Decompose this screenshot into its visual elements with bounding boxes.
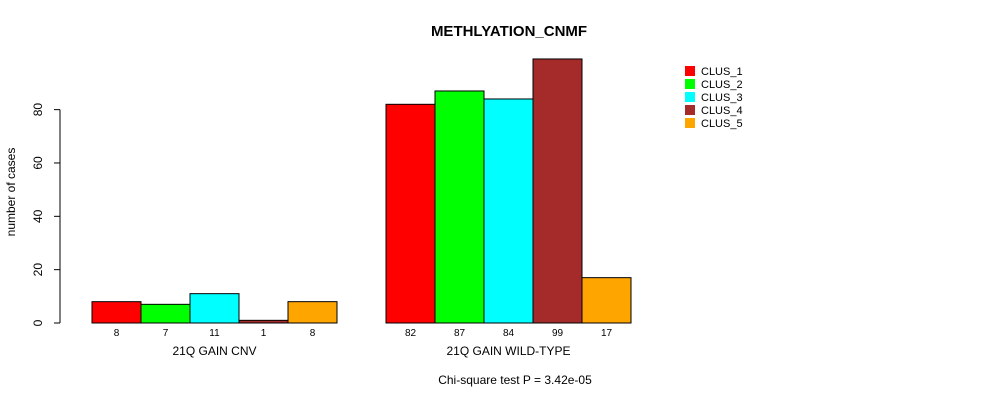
bars [91,58,632,324]
y-tick-label: 80 [31,103,45,117]
legend-swatch [685,105,695,115]
y-tick-label: 0 [31,319,45,326]
legend-swatch [685,92,695,102]
y-tick-label: 60 [31,156,45,170]
bar-value-label: 82 [405,328,417,339]
bar-value-label: 84 [503,328,515,339]
legend-label: CLUS_2 [701,79,743,91]
bar-clus-5-group-2 [581,277,632,324]
legend-swatch [685,118,695,128]
y-axis-ticks: 0 20 40 60 80 [31,103,60,326]
bar-value-label: 1 [261,328,267,339]
bar-clus-1-group-1 [91,301,142,324]
group-labels: 21Q GAIN CNV 21Q GAIN WILD-TYPE [172,344,570,358]
bar-clus-3-group-2 [483,98,534,324]
bar-clus-4-group-2 [532,58,583,324]
bar-value-labels: 8 7 11 1 8 82 87 84 99 17 [114,328,613,339]
chi-square-footnote: Chi-square test P = 3.42e-05 [438,373,592,387]
bar-clus-2-group-2 [434,90,485,324]
legend-label: CLUS_3 [701,92,743,104]
bar-value-label: 87 [454,328,466,339]
y-tick-label: 20 [31,263,45,277]
bar-clus-5-group-1 [287,301,338,324]
bar-value-label: 8 [114,328,120,339]
group-label: 21Q GAIN CNV [172,344,256,358]
y-tick-label: 40 [31,209,45,223]
chart-title: METHLYATION_CNMF [431,23,587,40]
bar-clus-1-group-2 [385,103,436,324]
legend-label: CLUS_1 [701,66,743,78]
bar-value-label: 17 [601,328,613,339]
bar-value-label: 11 [209,328,220,339]
bar-value-label: 7 [163,328,169,339]
legend-label: CLUS_5 [701,118,743,130]
bar-value-label: 8 [310,328,316,339]
bar-clus-4-group-1 [238,319,289,324]
bar-value-label: 99 [552,328,564,339]
group-label: 21Q GAIN WILD-TYPE [446,344,570,358]
bar-clus-3-group-1 [189,293,240,324]
bar-clus-2-group-1 [140,303,191,324]
legend-swatch [685,66,695,76]
y-axis-label: number of cases [4,148,18,237]
legend-swatch [685,79,695,89]
legend-label: CLUS_4 [701,105,743,117]
